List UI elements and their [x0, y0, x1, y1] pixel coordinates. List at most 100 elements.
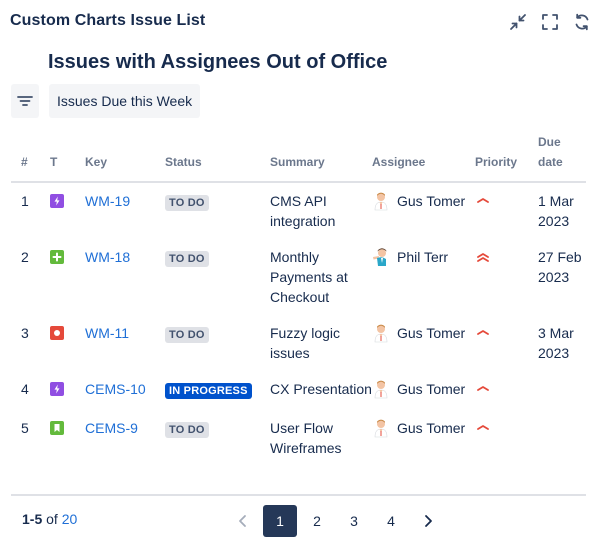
issue-type-cell — [50, 371, 85, 410]
avatar — [372, 247, 390, 267]
filter-icon — [17, 96, 33, 106]
filter-button[interactable] — [11, 84, 39, 118]
priority-cell — [475, 410, 538, 468]
result-total[interactable]: 20 — [61, 511, 78, 527]
avatar — [372, 191, 390, 211]
assignee-cell: Gus Tomer — [372, 315, 475, 371]
due-date-cell — [538, 410, 586, 468]
previous-page-button[interactable] — [226, 505, 260, 537]
chevron-left-icon — [239, 515, 246, 527]
column-header-number[interactable]: # — [21, 155, 28, 169]
column-header-due-date[interactable]: Due date — [538, 132, 586, 182]
assignee-cell: Phil Terr — [372, 239, 475, 315]
status-cell: IN PROGRESS — [165, 371, 270, 410]
row-number: 1 — [21, 193, 29, 209]
issue-key-link[interactable]: WM-19 — [85, 193, 131, 209]
chevron-right-icon — [425, 515, 432, 527]
status-lozenge: TO DO — [165, 195, 209, 211]
epic-type-icon — [50, 194, 64, 208]
bug-type-icon — [50, 326, 64, 340]
row-number: 3 — [21, 325, 29, 341]
table-row[interactable]: 2 WM-18 TO DO Monthly Payments at Checkout P… — [11, 239, 586, 315]
row-number: 2 — [21, 249, 29, 265]
row-number: 4 — [21, 381, 29, 397]
avatar — [372, 379, 390, 399]
table-row[interactable]: 5 CEMS-9 TO DO User Flow Wireframes Gus Tome… — [11, 410, 586, 468]
issue-key-cell: CEMS-10 — [85, 371, 165, 410]
epic-type-icon — [50, 382, 64, 396]
summary-cell: CMS API integration — [270, 193, 336, 229]
assignee-name: Gus Tomer — [397, 420, 466, 436]
column-header-type[interactable]: T — [50, 155, 58, 169]
status-lozenge: IN PROGRESS — [165, 383, 252, 399]
column-header-key[interactable]: Key — [85, 155, 108, 169]
status-cell: TO DO — [165, 315, 270, 371]
result-count: 1-5 of 20 — [22, 511, 77, 527]
collapse-icon[interactable] — [507, 11, 529, 33]
gadget-header: Custom Charts Issue List — [10, 11, 593, 33]
column-header-assignee[interactable]: Assignee — [372, 155, 426, 169]
summary-cell: Fuzzy logic issues — [270, 325, 341, 361]
issue-key-cell: CEMS-9 — [85, 410, 165, 468]
story-type-icon — [50, 421, 64, 435]
priority-cell — [475, 371, 538, 410]
issue-key-link[interactable]: WM-18 — [85, 249, 131, 265]
result-of: of — [46, 511, 58, 527]
issue-type-cell — [50, 410, 85, 468]
header-actions — [507, 11, 593, 33]
avatar — [372, 418, 390, 438]
due-date-cell: 3 Mar 2023 — [538, 325, 574, 361]
issue-key-link[interactable]: WM-11 — [85, 325, 130, 341]
next-page-button[interactable] — [411, 505, 445, 537]
assignee-cell: Gus Tomer — [372, 182, 475, 239]
refresh-icon[interactable] — [571, 11, 593, 33]
issue-key-link[interactable]: CEMS-9 — [85, 420, 138, 436]
page-button-3[interactable]: 3 — [350, 513, 358, 529]
assignee-name: Gus Tomer — [397, 325, 466, 341]
table-row[interactable]: 3 WM-11 TO DO Fuzzy logic issues Gus Tomer 3 … — [11, 315, 586, 371]
result-range: 1-5 — [22, 511, 43, 527]
priority-cell — [475, 239, 538, 315]
table-header-row: # T Key Status Summary Assignee Priority… — [11, 132, 586, 182]
due-date-header-label: Due date — [538, 135, 563, 169]
due-date-cell: 1 Mar 2023 — [538, 193, 574, 229]
summary-cell: User Flow Wireframes — [270, 420, 342, 456]
priority-medium-icon — [475, 196, 491, 212]
assignee-name: Phil Terr — [397, 249, 449, 265]
gadget-title: Custom Charts Issue List — [10, 12, 206, 29]
summary-cell: Monthly Payments at Checkout — [270, 249, 348, 305]
priority-cell — [475, 182, 538, 239]
status-lozenge: TO DO — [165, 251, 209, 267]
fullscreen-icon[interactable] — [539, 11, 561, 33]
due-date-cell — [538, 371, 586, 410]
issue-key-cell: WM-11 — [85, 315, 165, 371]
status-cell: TO DO — [165, 182, 270, 239]
page-button-4[interactable]: 4 — [387, 513, 395, 529]
assignee-name: Gus Tomer — [397, 381, 466, 397]
priority-cell — [475, 315, 538, 371]
active-filter-chip[interactable]: Issues Due this Week — [49, 84, 201, 118]
priority-medium-icon — [475, 384, 491, 400]
column-header-priority[interactable]: Priority — [475, 155, 518, 169]
assignee-name: Gus Tomer — [397, 193, 466, 209]
table-row[interactable]: 1 WM-19 TO DO CMS API integration Gus Tomer 1… — [11, 182, 586, 239]
summary-cell: CX Presentation — [270, 381, 372, 397]
priority-medium-icon — [475, 423, 491, 439]
table-bottom-divider — [11, 494, 586, 496]
issue-type-cell — [50, 182, 85, 239]
column-header-status[interactable]: Status — [165, 155, 202, 169]
status-cell: TO DO — [165, 239, 270, 315]
priority-medium-icon — [475, 328, 491, 344]
assignee-cell: Gus Tomer — [372, 410, 475, 468]
status-lozenge: TO DO — [165, 327, 209, 343]
page-button-2[interactable]: 2 — [313, 513, 321, 529]
column-header-summary[interactable]: Summary — [270, 155, 325, 169]
issue-key-link[interactable]: CEMS-10 — [85, 381, 146, 397]
priority-high-icon — [475, 252, 491, 268]
issue-key-cell: WM-19 — [85, 182, 165, 239]
status-lozenge: TO DO — [165, 422, 209, 438]
table-row[interactable]: 4 CEMS-10 IN PROGRESS CX Presentation Gus To… — [11, 371, 586, 410]
page-button-1[interactable]: 1 — [263, 505, 297, 537]
avatar — [372, 323, 390, 343]
